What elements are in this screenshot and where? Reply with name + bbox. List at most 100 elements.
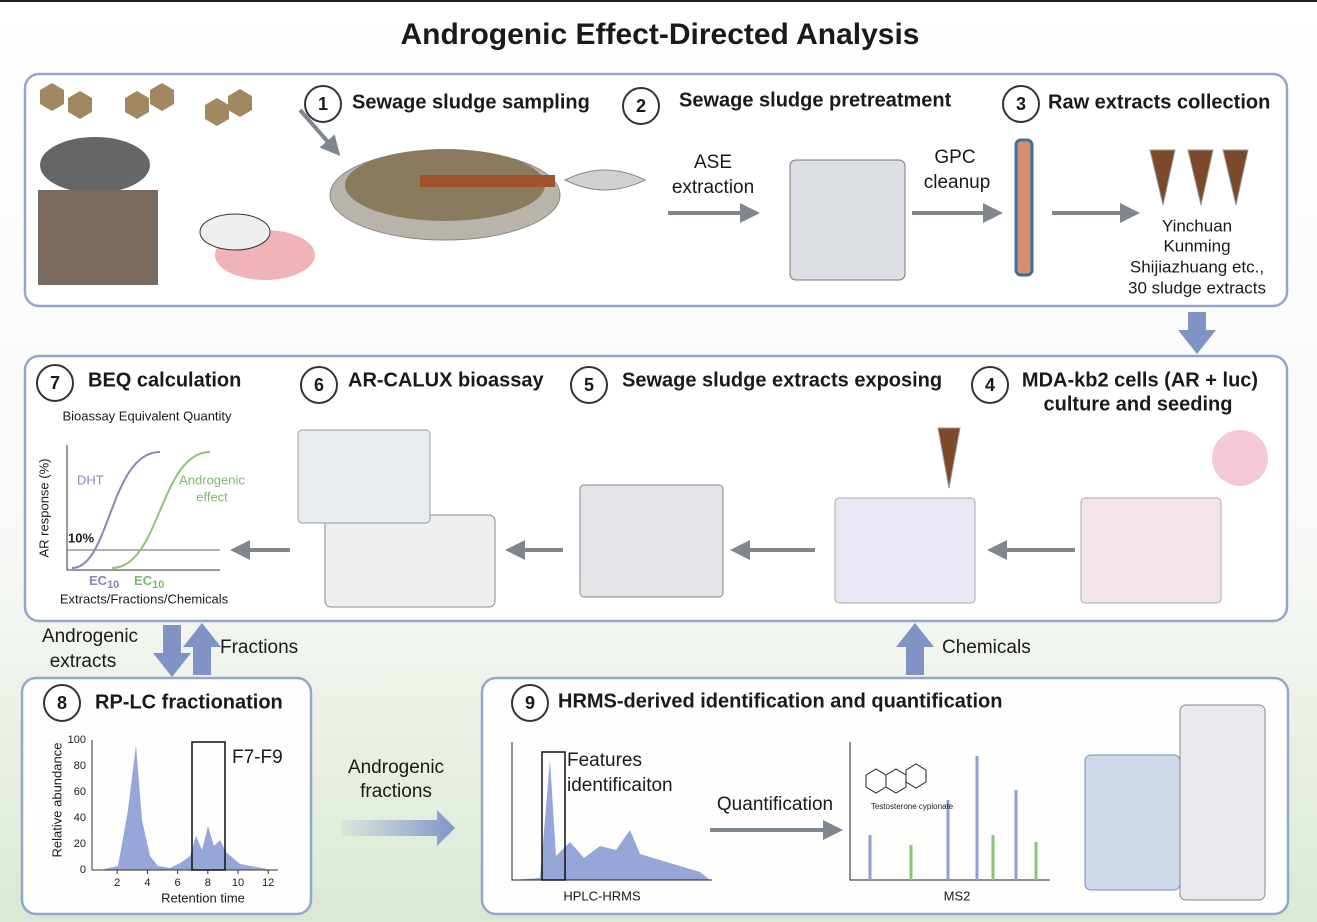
plate-purple — [834, 497, 976, 604]
ms2-peaks — [909, 835, 1038, 880]
panel-pretreatment — [23, 72, 1289, 308]
chromatogram — [91, 740, 278, 871]
ase-label: extraction — [672, 177, 754, 198]
step-label: Sewage sludge extracts exposing — [622, 369, 942, 391]
flow-label: extracts — [50, 651, 117, 672]
city: Shijiazhuang etc., — [1130, 257, 1264, 276]
ec-main: EC — [134, 573, 153, 588]
y-axis-label: Relative abundance — [49, 743, 64, 858]
step-4: 4 MDA-kb2 cells (AR + luc)culture and see… — [971, 366, 1258, 415]
gpc-label: cleanup — [924, 172, 991, 193]
incubator — [579, 484, 724, 598]
step-circle — [36, 364, 74, 402]
fraction-label: F7-F9 — [232, 747, 283, 768]
ase-instrument — [789, 159, 906, 281]
step-circle — [971, 366, 1009, 404]
chromatogram-peaks — [100, 745, 270, 870]
flow-label: Quantification — [717, 794, 833, 815]
bridge — [420, 175, 555, 187]
smoke — [40, 137, 150, 193]
hplc-chromatogram — [511, 742, 712, 881]
step-number: 3 — [1016, 94, 1026, 114]
tubes — [1149, 149, 1249, 206]
hplc-label: HPLC-HRMS — [563, 888, 641, 903]
step-circle — [1002, 85, 1040, 123]
title: Androgenic Effect-Directed Analysis — [400, 18, 919, 51]
compound-label: Testosterone cypionate — [871, 802, 954, 811]
step-label: AR-CALUX bioassay — [348, 369, 544, 391]
sieve — [563, 169, 647, 191]
step-label: RP-LC fractionation — [95, 691, 283, 713]
step-number: 2 — [636, 96, 646, 116]
dht-label: DHT — [77, 472, 104, 487]
x-tick-label: 6 — [175, 877, 181, 889]
y-tick-label: 80 — [74, 760, 86, 772]
step-label: BEQ calculation — [88, 369, 241, 391]
dht-curve — [71, 451, 161, 569]
step-number: 9 — [525, 693, 535, 713]
step-circle — [300, 366, 338, 404]
step-label: culture and seeding — [1044, 393, 1233, 415]
x-axis-label: Extracts/Fractions/Chemicals — [60, 591, 229, 606]
effect-curve — [111, 451, 211, 569]
step-circle — [43, 684, 81, 722]
step-circle — [304, 85, 342, 123]
step-number: 8 — [57, 693, 67, 713]
structure — [865, 763, 927, 794]
ec-sub: 10 — [107, 579, 119, 591]
sewage-tank — [329, 149, 561, 241]
y-tick-label: 20 — [74, 838, 86, 850]
ec-label: EC10 — [134, 573, 164, 590]
y-tick-label: 60 — [74, 786, 86, 798]
step-9: 9 HRMS-derived identification and quantif… — [511, 684, 1002, 722]
x-tick-label: 8 — [205, 877, 211, 889]
x-tick-label: 2 — [114, 877, 120, 889]
ms2-spectrum — [849, 742, 1050, 881]
city: Kunming — [1163, 236, 1230, 255]
plate-pink — [1080, 497, 1222, 604]
step-number: 6 — [314, 375, 324, 395]
fraction-box — [191, 741, 226, 871]
x-axis-label: Retention time — [161, 890, 245, 905]
step-circle — [570, 366, 608, 404]
y-axis-label: AR response (%) — [36, 459, 51, 558]
y-tick-label: 100 — [68, 734, 86, 746]
effect-label: effect — [196, 489, 228, 504]
step-number: 7 — [50, 373, 60, 393]
y-tick-label: 0 — [80, 864, 86, 876]
axis — [511, 742, 712, 881]
flow-label: fractions — [360, 781, 432, 802]
ec-sub: 10 — [152, 579, 164, 591]
step-label: Raw extracts collection — [1048, 91, 1270, 113]
hplc-peaks — [512, 760, 710, 880]
mass-spec-tower — [1179, 704, 1266, 901]
step-5: 5 Sewage sludge extracts exposing — [570, 366, 942, 404]
cells — [1212, 430, 1268, 486]
step-circle — [511, 684, 549, 722]
step-circle — [622, 87, 660, 125]
x-tick-label: 10 — [232, 877, 244, 889]
pollution-sources — [38, 83, 341, 285]
mass-spec — [1084, 754, 1181, 891]
flow-label: Androgenic — [42, 626, 138, 647]
ms2-label: MS2 — [944, 888, 971, 903]
city: Yinchuan — [1162, 216, 1232, 235]
panel-fractionation — [20, 676, 313, 916]
gpc-label: GPC — [934, 147, 975, 168]
flow-label: Chemicals — [942, 637, 1031, 658]
beq-curves — [66, 445, 220, 571]
step-label: HRMS-derived identification and quantifi… — [558, 690, 1002, 712]
ase-label: ASE — [694, 152, 732, 173]
ec-label: EC10 — [89, 573, 119, 590]
step-number: 4 — [985, 375, 995, 395]
step-3: 3 Raw extracts collection — [1002, 85, 1270, 123]
step-label: Sewage sludge pretreatment — [679, 89, 952, 111]
features-label: identificaiton — [567, 775, 673, 796]
plate — [297, 429, 431, 524]
gpc-column — [1014, 138, 1034, 277]
step-6: 6 AR-CALUX bioassay — [300, 366, 544, 404]
luminometer — [324, 514, 496, 608]
flow-label: Fractions — [220, 637, 298, 658]
feature-box — [541, 751, 566, 881]
